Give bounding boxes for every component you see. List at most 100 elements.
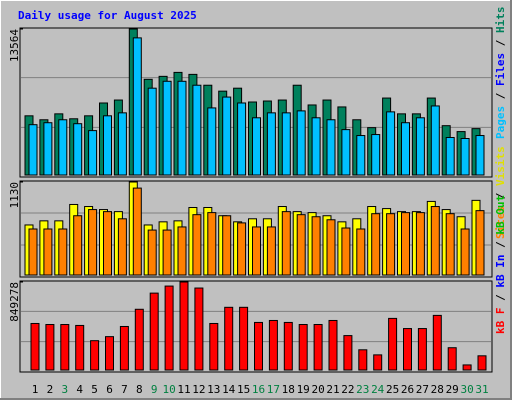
bar: [386, 213, 396, 276]
bar: [268, 319, 278, 371]
bar: [252, 226, 261, 276]
x-tick-label: 2: [47, 383, 54, 396]
y-tick-label: 849278: [8, 282, 21, 322]
bar: [117, 112, 127, 176]
x-tick-label: 13: [207, 383, 220, 396]
y-tick-label: 1130: [8, 182, 21, 209]
legend-item: Pages: [494, 106, 507, 139]
x-tick-label: 26: [401, 383, 414, 396]
bar: [147, 87, 157, 176]
bar: [179, 281, 189, 371]
x-tick-label: 29: [446, 383, 459, 396]
bar: [134, 308, 144, 371]
bar: [254, 321, 263, 371]
bar: [28, 124, 38, 176]
bar: [73, 123, 83, 176]
bar: [147, 229, 157, 276]
legend: Sites / Visits: [494, 146, 507, 239]
bar: [43, 228, 53, 276]
legend-separator: /: [494, 33, 507, 53]
legend: kB F / kB In / kB Out: [494, 195, 507, 334]
bar: [28, 228, 38, 276]
legend-item: kB Out: [494, 195, 507, 235]
bar: [311, 117, 321, 176]
bar: [371, 134, 381, 176]
bar: [224, 306, 234, 371]
bar: [462, 364, 472, 371]
bar: [266, 112, 276, 176]
bar: [177, 80, 187, 176]
bar: [445, 213, 455, 276]
legend: Pages / Files / Hits: [494, 7, 507, 140]
x-tick-label: 12: [192, 383, 205, 396]
bar: [88, 209, 98, 276]
bar: [281, 112, 291, 176]
bar: [119, 325, 129, 371]
bar: [417, 328, 427, 371]
bar: [105, 336, 114, 371]
legend-separator: /: [494, 235, 507, 255]
bar: [326, 219, 336, 276]
bar: [477, 355, 487, 371]
x-tick-label: 5: [91, 383, 98, 396]
bar: [90, 340, 100, 371]
x-tick-label: 22: [341, 383, 354, 396]
bar: [162, 229, 172, 276]
bar: [209, 322, 219, 371]
bar: [356, 135, 366, 176]
x-tick-label: 28: [431, 383, 444, 396]
bar: [388, 317, 398, 371]
bar: [415, 117, 425, 176]
bar: [222, 96, 232, 176]
x-tick-label: 8: [136, 383, 143, 396]
bar: [207, 212, 217, 276]
bar: [207, 107, 217, 176]
x-tick-label: 17: [267, 383, 280, 396]
bar: [103, 115, 112, 176]
bar: [30, 322, 40, 371]
x-tick-label: 31: [475, 383, 488, 396]
bar: [373, 354, 383, 371]
x-tick-label: 11: [177, 383, 190, 396]
legend-item: kB F: [494, 308, 507, 335]
x-tick-label: 7: [121, 383, 128, 396]
bar: [283, 321, 293, 371]
bar: [371, 213, 381, 276]
bar: [132, 187, 142, 276]
legend-item: Files: [494, 53, 507, 86]
bar: [237, 102, 247, 176]
x-tick-label: 10: [162, 383, 175, 396]
bar: [149, 292, 159, 371]
bar: [192, 84, 202, 176]
x-tick-label: 30: [460, 383, 473, 396]
bar: [75, 324, 85, 371]
bar: [58, 228, 68, 276]
x-tick-label: 23: [356, 383, 369, 396]
bar: [311, 216, 321, 276]
bar: [326, 119, 336, 176]
bar: [60, 324, 70, 371]
bar: [386, 111, 396, 176]
bar: [460, 138, 470, 176]
bar: [403, 328, 412, 371]
bar: [43, 122, 53, 176]
legend-item: Sites: [494, 206, 507, 239]
bar: [341, 129, 351, 176]
legend-item: kB In: [494, 255, 507, 288]
bar: [432, 314, 442, 371]
legend-item: Visits: [494, 146, 507, 186]
bar: [358, 349, 368, 371]
x-tick-label: 21: [326, 383, 339, 396]
bar: [239, 306, 249, 371]
x-tick-label: 20: [311, 383, 324, 396]
x-tick-label: 25: [386, 383, 399, 396]
bar: [88, 130, 98, 176]
bar: [192, 214, 202, 276]
bar: [343, 335, 353, 371]
bar: [475, 210, 485, 276]
bar: [73, 215, 83, 276]
legend-item: Hits: [494, 7, 507, 34]
bar: [356, 228, 366, 276]
bar: [430, 206, 440, 276]
